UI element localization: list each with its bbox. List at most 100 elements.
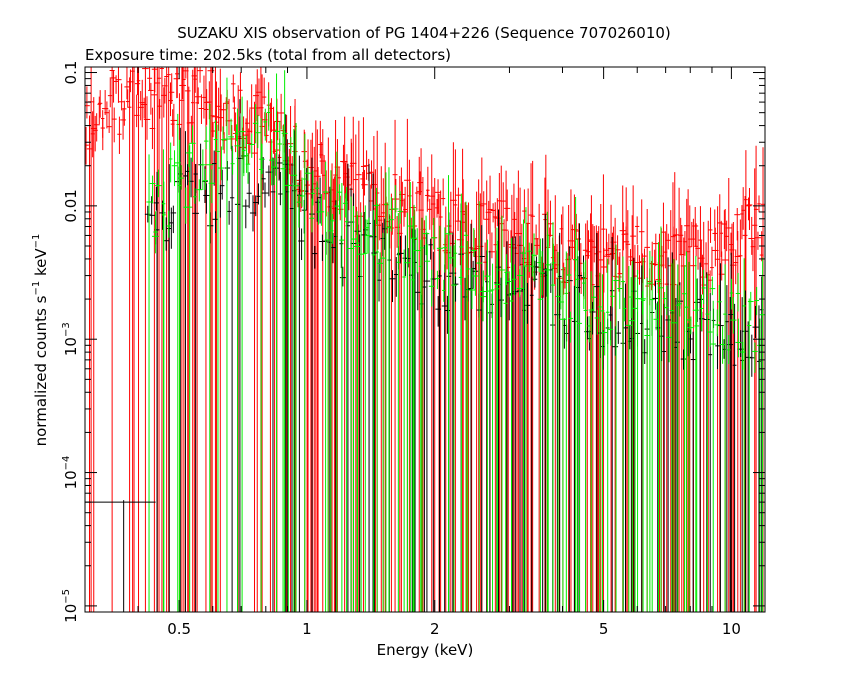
data-point (118, 83, 125, 111)
data-point (531, 233, 537, 282)
data-point (148, 82, 154, 115)
data-point (470, 228, 477, 257)
data-point (582, 262, 586, 310)
data-point (170, 103, 178, 146)
data-point (324, 170, 329, 217)
data-point (428, 238, 433, 260)
data-point (684, 251, 689, 612)
x-tick-label: 0.5 (167, 620, 191, 638)
data-point (304, 166, 312, 181)
data-point (616, 256, 622, 292)
data-point (656, 242, 661, 612)
data-point (353, 134, 359, 612)
data-point (699, 294, 704, 331)
data-point (725, 285, 729, 612)
data-point (701, 269, 706, 305)
data-point (574, 213, 579, 240)
data-point (346, 168, 352, 211)
data-point (261, 182, 269, 208)
data-point (705, 274, 710, 612)
data-point (490, 263, 495, 612)
data-point (453, 149, 458, 612)
data-point (459, 193, 464, 612)
data-point (675, 264, 680, 612)
data-point (565, 246, 573, 612)
data-point (221, 126, 225, 150)
data-point (298, 228, 305, 261)
data-point (404, 212, 411, 612)
data-point (212, 67, 219, 612)
data-point (589, 301, 596, 335)
data-point (748, 216, 756, 255)
data-point (632, 277, 638, 612)
data-point (218, 184, 223, 218)
data-point (462, 277, 468, 321)
data-point (442, 206, 450, 612)
data-point (140, 97, 148, 119)
data-point (319, 129, 326, 612)
data-point (422, 215, 430, 256)
data-point (435, 270, 440, 290)
data-point (754, 286, 760, 316)
data-point (392, 185, 399, 219)
data-point (238, 96, 246, 612)
data-point (735, 272, 741, 312)
y-axis-label: normalized counts s−1 keV−1 (31, 234, 50, 447)
data-point (384, 172, 388, 612)
data-point (301, 199, 307, 234)
data-point (512, 236, 519, 612)
data-point (726, 335, 731, 365)
data-point (263, 108, 268, 141)
data-point (185, 164, 190, 186)
data-point (203, 67, 209, 612)
data-point (468, 267, 476, 310)
data-point (504, 189, 511, 222)
data-point (437, 247, 442, 612)
data-point (161, 87, 167, 118)
data-point (442, 279, 446, 302)
y-label-main: normalized counts s (32, 295, 50, 446)
data-point (680, 349, 687, 370)
data-point (339, 235, 344, 269)
data-point (430, 217, 437, 250)
data-point (545, 234, 551, 612)
data-point (719, 220, 724, 258)
data-point (360, 117, 366, 612)
data-point (98, 90, 103, 118)
data-point (248, 133, 255, 158)
data-point (312, 245, 318, 269)
data-point (688, 205, 692, 612)
data-point (709, 276, 716, 296)
data-point (389, 198, 396, 235)
data-point (203, 183, 210, 214)
data-point (703, 272, 710, 612)
data-point (413, 228, 421, 274)
data-point (664, 285, 669, 316)
data-point (696, 262, 704, 612)
data-point (230, 148, 235, 175)
data-point (373, 187, 380, 225)
data-point (640, 257, 646, 612)
y-label-sup2: −1 (31, 234, 42, 249)
data-point (285, 156, 292, 612)
data-point (392, 178, 400, 213)
data-point (202, 168, 208, 190)
data-point (191, 67, 198, 612)
data-point (601, 174, 606, 612)
data-point (749, 334, 755, 377)
data-point (143, 96, 151, 140)
data-point (625, 265, 633, 612)
data-point (594, 309, 601, 335)
data-point (575, 238, 580, 612)
x-tick-label: 1 (302, 620, 312, 638)
data-point (661, 202, 666, 612)
data-point (151, 67, 158, 612)
data-point (380, 232, 386, 612)
data-point (337, 195, 344, 221)
data-point (747, 298, 752, 612)
data-point (266, 89, 271, 131)
data-point (104, 101, 110, 129)
data-point (85, 126, 89, 165)
data-point (453, 239, 458, 268)
data-point (224, 77, 230, 612)
